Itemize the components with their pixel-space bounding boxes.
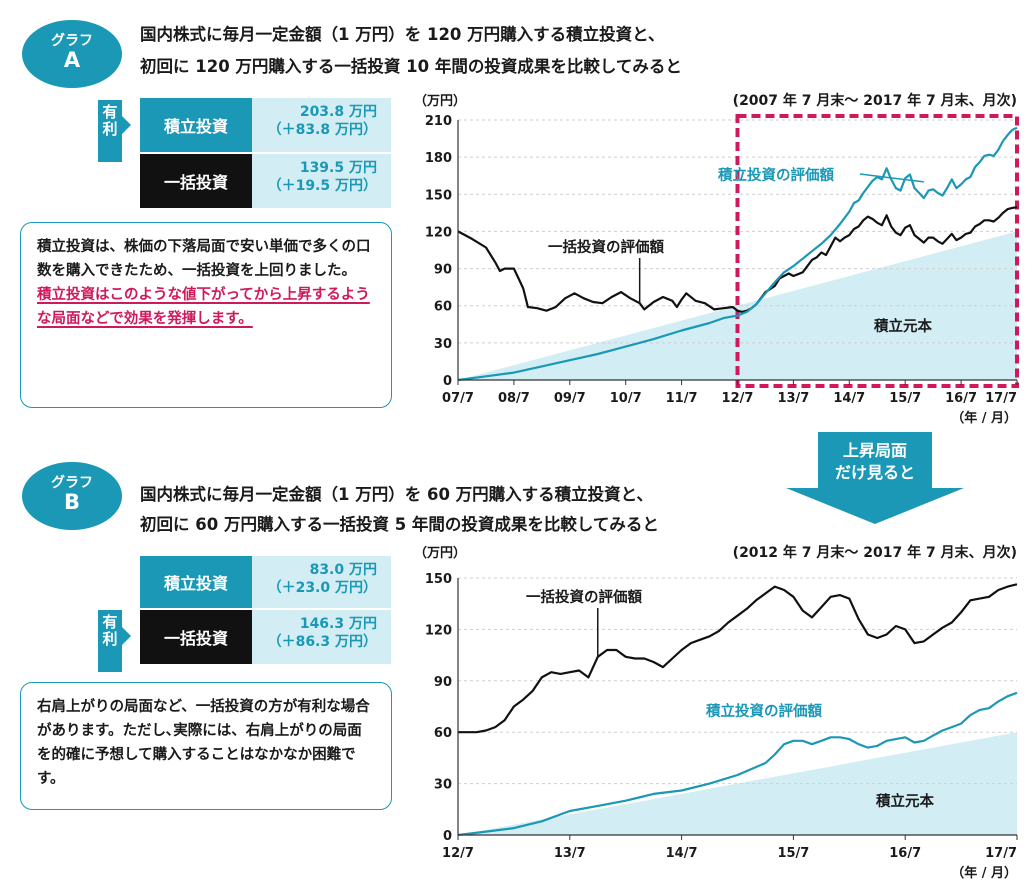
graph-a-row1-label: 積立投資	[140, 98, 252, 152]
chart-a-xtick-label: 09/7	[554, 391, 586, 406]
chart-b-ytick-label: 30	[434, 778, 452, 793]
chart-b-ytick-label: 60	[434, 726, 452, 741]
chart-a-xtick-label: 17/7	[985, 391, 1017, 406]
chart-b-xtick-label: 16/7	[889, 846, 921, 861]
chart-b-ylabel: （万円）	[414, 545, 466, 561]
graph-b-badge-letter: B	[63, 489, 80, 514]
graph-a-row2-gain: （＋19.5 万円）	[267, 178, 377, 194]
graph-b-badge: グラフ B	[22, 462, 122, 530]
chart-a-ytick-label: 150	[425, 188, 452, 203]
graph-b-row2-gain: （＋86.3 万円）	[267, 634, 377, 650]
graph-b-row1-value-box: 83.0 万円 （＋23.0 万円）	[252, 556, 391, 608]
graph-b-row2-label: 一括投資	[140, 610, 252, 664]
chart-b-dca-label: 積立投資の評価額	[705, 702, 822, 720]
chart-a-highlight-box	[735, 114, 1019, 388]
chart-a-xtick-label: 15/7	[889, 391, 921, 406]
graph-b-row2-value: 146.3 万円	[299, 616, 377, 632]
graph-b-heading-line1: 国内株式に毎月一定金額（1 万円）を 60 万円購入する積立投資と、	[140, 485, 654, 504]
chart-b-lump-sum-line	[458, 583, 1018, 734]
transition-line2: だけ見ると	[835, 463, 915, 482]
chart-b-principal-label: 積立元本	[875, 792, 934, 810]
graph-a-row2-value-box: 139.5 万円 （＋19.5 万円）	[252, 154, 391, 208]
graph-a-advantage-arrow	[122, 116, 131, 134]
transition-line1: 上昇局面	[843, 441, 907, 460]
chart-a-ytick-label: 0	[443, 374, 452, 389]
graph-a-row1-gain: （＋83.8 万円）	[267, 122, 377, 138]
graph-b-badge-top: グラフ	[51, 475, 93, 491]
graph-a-advantage-label: 有利	[98, 100, 122, 162]
chart-a-ytick-label: 120	[425, 225, 452, 240]
chart-b-xtick-label: 12/7	[442, 846, 474, 861]
graph-a-heading-line2: 初回に 120 万円購入する一括投資 10 年間の投資成果を比較してみると	[140, 57, 682, 76]
chart-a: (2007 年 7 月末～ 2017 年 7 月末、月次) （万円） 0 30 60 90…	[414, 92, 1019, 426]
chart-b-ytick-label: 120	[425, 623, 452, 638]
graph-a-row2-value: 139.5 万円	[299, 160, 377, 176]
graph-b-row2-value-box: 146.3 万円 （＋86.3 万円）	[252, 610, 391, 664]
graph-a-heading-line1: 国内株式に毎月一定金額（1 万円）を 120 万円購入する積立投資と、	[140, 25, 665, 44]
chart-b-lump-label: 一括投資の評価額	[526, 588, 642, 606]
chart-b-ytick-label: 150	[425, 572, 452, 587]
chart-a-xtick-label: 10/7	[610, 391, 642, 406]
chart-a-xtick-label: 11/7	[666, 391, 698, 406]
chart-a-xtick-label: 16/7	[945, 391, 977, 406]
graph-a-badge-top: グラフ	[51, 33, 93, 49]
graph-b-advantage-arrow	[122, 627, 131, 645]
chart-b: (2012 年 7 月末～ 2017 年 7 月末、月次) （万円） 0 30 60 90…	[414, 544, 1018, 881]
chart-b-xtick-label: 17/7	[985, 846, 1017, 861]
chart-a-xunit: （年 / 月）	[951, 410, 1017, 426]
chart-b-ytick-label: 0	[443, 829, 452, 844]
graph-b-row1-label: 積立投資	[140, 556, 252, 608]
graph-a-row1-value: 203.8 万円	[299, 104, 377, 120]
graph-a-note-highlight: 積立投資はこのような値下がってから上昇するような局面などで効果を発揮します。	[37, 287, 370, 327]
chart-a-xtick-label: 07/7	[442, 391, 474, 406]
chart-a-xtick-label: 08/7	[498, 391, 530, 406]
chart-b-dca-line	[457, 691, 1018, 837]
chart-a-principal-label: 積立元本	[873, 317, 932, 335]
graph-a-row1-value-box: 203.8 万円 （＋83.8 万円）	[252, 98, 391, 152]
chart-b-xtick-label: 13/7	[554, 846, 586, 861]
chart-b-ytick-label: 90	[434, 675, 452, 690]
graph-a-note-plain: 積立投資は、株価の下落局面で安い単価で多くの口数を購入できたため、一括投資を上回…	[37, 239, 371, 279]
chart-a-dca-label: 積立投資の評価額	[717, 166, 834, 184]
chart-b-period: (2012 年 7 月末～ 2017 年 7 月末、月次)	[733, 544, 1017, 561]
transition-arrow: 上昇局面 だけ見ると	[786, 432, 964, 524]
chart-a-ytick-label: 90	[434, 263, 452, 278]
chart-a-ylabel: （万円）	[414, 93, 466, 109]
chart-a-dca-line	[457, 126, 1018, 382]
chart-a-ytick-label: 30	[434, 337, 452, 352]
graph-a-note: 積立投資は、株価の下落局面で安い単価で多くの口数を購入できたため、一括投資を上回…	[20, 222, 392, 408]
chart-a-ytick-label: 210	[425, 114, 452, 129]
chart-a-lump-label: 一括投資の評価額	[548, 238, 664, 256]
chart-a-dca-leader	[859, 173, 924, 183]
chart-b-xunit: （年 / 月）	[951, 865, 1017, 881]
graph-b-note-text: 右肩上がりの局面など、一括投資の方が有利な場合があります。ただし､実際には、右肩…	[37, 699, 370, 787]
chart-a-lump-sum-line	[457, 206, 1018, 313]
graph-b-heading-line2: 初回に 60 万円購入する一括投資 5 年間の投資成果を比較してみると	[140, 515, 659, 534]
chart-a-xtick-label: 13/7	[777, 391, 809, 406]
graph-b-advantage-label: 有利	[98, 610, 122, 672]
chart-a-period: (2007 年 7 月末～ 2017 年 7 月末、月次)	[733, 92, 1017, 109]
chart-b-xtick-label: 14/7	[666, 846, 698, 861]
chart-a-ytick-label: 180	[425, 151, 452, 166]
chart-a-ytick-label: 60	[434, 300, 452, 315]
graph-a-badge-letter: A	[63, 47, 81, 72]
graph-b-row1-value: 83.0 万円	[309, 562, 377, 578]
chart-b-xtick-label: 15/7	[777, 846, 809, 861]
transition-arrow-shape	[786, 432, 964, 524]
graph-b-row1-gain: （＋23.0 万円）	[267, 580, 377, 596]
graph-b-note: 右肩上がりの局面など、一括投資の方が有利な場合があります。ただし､実際には、右肩…	[20, 682, 392, 810]
graph-a-badge: グラフ A	[22, 20, 122, 88]
chart-a-xtick-label: 12/7	[722, 391, 754, 406]
chart-a-xtick-label: 14/7	[833, 391, 865, 406]
graph-a-row2-label: 一括投資	[140, 154, 252, 208]
